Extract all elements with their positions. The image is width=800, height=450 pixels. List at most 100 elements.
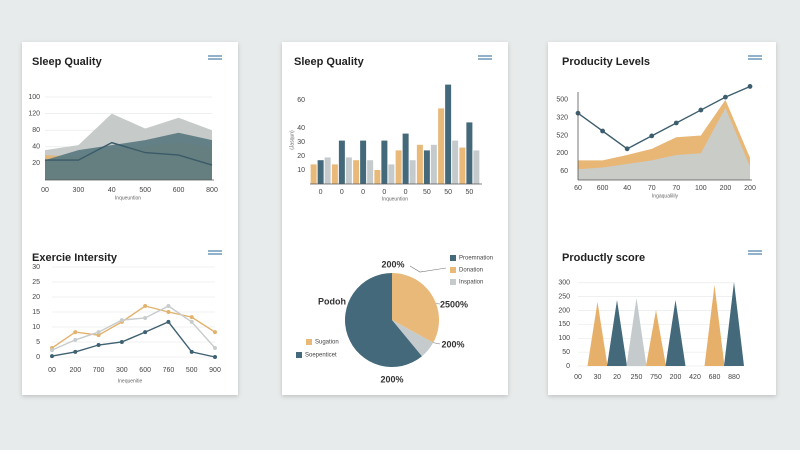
- x-tick-label: 200: [69, 367, 81, 374]
- bar: [452, 140, 459, 184]
- card: [22, 42, 238, 395]
- bar: [388, 164, 395, 184]
- annotation: 2500%: [440, 299, 468, 309]
- point: [189, 349, 194, 354]
- bar: [310, 164, 317, 184]
- x-tick-label: 50: [423, 189, 431, 196]
- point: [50, 348, 54, 353]
- peak: [626, 298, 647, 366]
- x-tick-label: 500: [139, 187, 151, 194]
- y-tick-label: 50: [562, 349, 570, 356]
- x-tick-label: 600: [139, 367, 151, 374]
- y-tick-label: 40: [32, 144, 40, 151]
- point: [73, 337, 78, 342]
- x-tick-label: 200: [744, 185, 756, 192]
- bar: [324, 157, 331, 184]
- chart-title: Productly score: [562, 252, 645, 264]
- point: [723, 94, 728, 100]
- legend-label: Inspation: [459, 280, 483, 286]
- y-tick-label: 10: [297, 167, 305, 174]
- bar: [430, 144, 437, 184]
- point: [698, 107, 704, 113]
- y-tick-label: 30: [32, 264, 40, 271]
- chart-title: Sleep Quality: [32, 56, 103, 68]
- bar: [438, 108, 445, 184]
- x-tick-label: 50: [465, 189, 473, 196]
- bar: [381, 140, 388, 184]
- y-tick-label: 20: [297, 153, 305, 160]
- y-tick-label: 0: [36, 354, 40, 361]
- bar: [466, 122, 473, 184]
- bar: [374, 170, 381, 184]
- point: [119, 318, 124, 323]
- chart-title: Producity Levels: [562, 56, 650, 68]
- x-axis-label: Ingaqualilily: [652, 193, 679, 199]
- x-tick-label: 750: [650, 374, 662, 381]
- point: [213, 346, 217, 350]
- pie-slice: [392, 320, 434, 357]
- point: [649, 133, 655, 139]
- bar: [338, 140, 345, 184]
- legend-swatch: [306, 339, 312, 345]
- chart-title: Exercie Intersity: [32, 252, 118, 264]
- x-tick-label: 0: [382, 189, 386, 196]
- bar: [345, 157, 352, 184]
- x-tick-label: 300: [116, 367, 128, 374]
- bar: [395, 150, 402, 184]
- peak: [704, 284, 725, 366]
- y-tick-label: 520: [556, 132, 568, 139]
- legend-swatch: [296, 352, 302, 358]
- bar: [331, 164, 338, 184]
- bar: [353, 160, 360, 184]
- bar: [445, 84, 452, 184]
- y-axis-label: (Jasqun): [289, 130, 295, 150]
- bar: [409, 160, 416, 184]
- point: [600, 128, 605, 134]
- legend-label: Proemnation: [459, 256, 493, 262]
- x-tick-label: 0: [340, 189, 344, 196]
- x-tick-label: 0: [404, 189, 408, 196]
- peak: [724, 281, 744, 366]
- y-tick-label: 320: [556, 114, 568, 121]
- x-tick-label: 880: [728, 374, 740, 381]
- y-tick-label: 200: [556, 150, 568, 157]
- bar: [473, 150, 480, 184]
- pie-slice: [392, 273, 439, 343]
- x-tick-label: 30: [594, 374, 602, 381]
- bar: [423, 150, 430, 184]
- bar: [360, 140, 367, 184]
- point: [73, 349, 78, 354]
- x-tick-label: 300: [73, 187, 85, 194]
- y-tick-label: 40: [297, 125, 305, 132]
- x-tick-label: 0: [361, 189, 365, 196]
- point: [96, 343, 101, 347]
- point: [143, 304, 148, 308]
- peak: [646, 309, 666, 366]
- point: [119, 340, 124, 344]
- legend-label: Sugation: [315, 340, 339, 346]
- y-tick-label: 500: [556, 97, 568, 104]
- x-tick-label: 70: [648, 185, 656, 192]
- x-tick-label: 600: [597, 185, 609, 192]
- bar: [459, 147, 466, 184]
- y-tick-label: 250: [558, 293, 570, 300]
- x-tick-label: 60: [574, 185, 582, 192]
- legend-swatch: [450, 267, 456, 273]
- bar: [317, 160, 324, 184]
- line: [577, 85, 751, 150]
- point: [189, 315, 194, 320]
- point: [624, 146, 630, 152]
- legend-swatch: [450, 279, 456, 285]
- x-tick-label: 00: [574, 374, 582, 381]
- x-tick-label: 70: [672, 185, 680, 192]
- line: [51, 305, 216, 349]
- x-tick-label: 680: [709, 374, 721, 381]
- line: [51, 321, 216, 358]
- point: [166, 310, 171, 314]
- point: [73, 330, 78, 335]
- bar: [402, 133, 409, 184]
- menu-icons: [208, 55, 762, 255]
- point: [747, 84, 753, 89]
- area: [45, 132, 212, 180]
- peak: [607, 299, 627, 366]
